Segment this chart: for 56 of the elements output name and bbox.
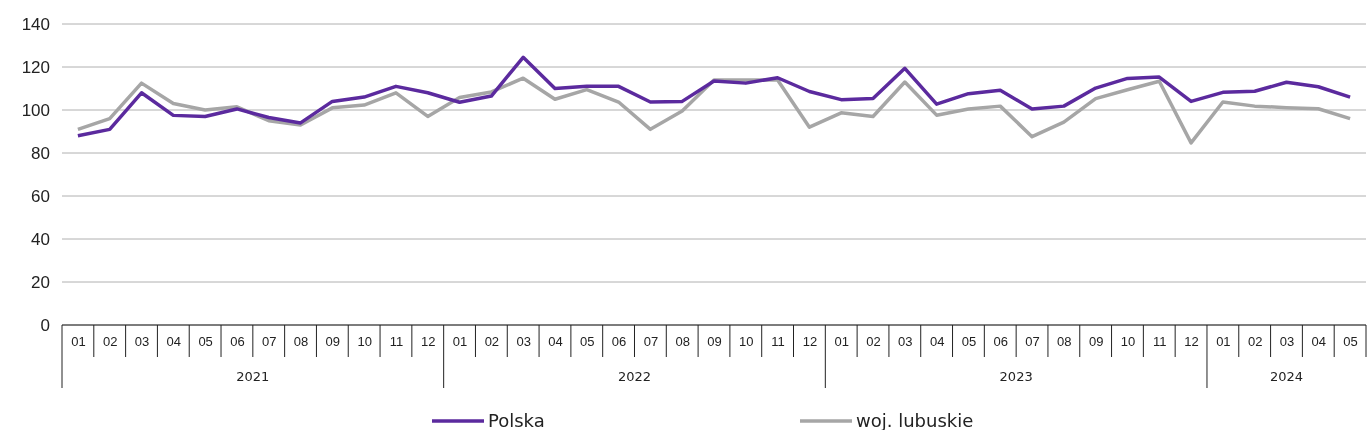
x-tick-label: 09	[325, 334, 341, 350]
legend-label: Polska	[488, 410, 545, 430]
x-tick-label: 10	[357, 334, 372, 350]
x-tick-label: 09	[707, 334, 722, 350]
y-tick-label: 0	[40, 315, 50, 335]
text: 2022	[617, 369, 652, 384]
x-tick-label: 07	[1025, 334, 1040, 350]
x-tick-label: 05	[198, 334, 213, 350]
y-tick-label: 100	[21, 100, 50, 120]
x-tick-label: 04	[166, 334, 182, 350]
x-tick-label: 01	[71, 334, 86, 350]
line-series	[76, 55, 1352, 138]
x-tick-label: 10	[1120, 334, 1136, 350]
x-tick-label: 04	[1311, 334, 1327, 350]
x-tick-label: 03	[134, 334, 150, 350]
x-tick-label: 01	[834, 334, 849, 350]
y-tick-label: 60	[31, 186, 50, 206]
text: 2024	[1269, 369, 1304, 384]
legend-label: woj. lubuskie	[856, 410, 974, 430]
x-tick-label: 07	[262, 334, 277, 350]
text: 2021	[236, 369, 270, 384]
x-tick-label: 06	[611, 334, 627, 350]
y-tick-label: 40	[31, 229, 50, 249]
x-tick-label: 11	[771, 334, 785, 350]
x-tick-label: 05	[580, 334, 595, 350]
x-tick-label: 10	[739, 334, 754, 350]
x-tick-label: 08	[293, 334, 309, 350]
x-tick-label: 06	[230, 334, 245, 350]
x-tick-label: 12	[802, 334, 818, 350]
x-tick-label: 08	[1057, 334, 1072, 350]
text: 2023	[999, 369, 1033, 384]
y-tick-label: 80	[31, 143, 50, 163]
x-tick-label: 04	[548, 334, 563, 350]
x-tick-label: 02	[484, 334, 500, 350]
x-tick-label: 01	[1216, 334, 1231, 350]
x-tick-label: 03	[1279, 334, 1295, 350]
x-tick-label: 05	[1343, 334, 1358, 350]
x-tick-label: 12	[421, 334, 436, 350]
y-tick-label: 120	[21, 57, 50, 77]
x-tick-label: 02	[102, 334, 118, 350]
x-tick-label: 06	[993, 334, 1008, 350]
x-tick-label: 02	[1247, 334, 1263, 350]
x-tick-label: 07	[643, 334, 659, 350]
x-tick-label: 01	[452, 334, 468, 350]
x-tick-label: 12	[1184, 334, 1199, 350]
x-tick-label: 05	[961, 334, 977, 350]
x-tick-label: 04	[929, 334, 945, 350]
x-tick-label: 03	[516, 334, 531, 350]
y-tick-label: 20	[31, 272, 50, 292]
x-tick-label: 03	[898, 334, 913, 350]
x-tick-label: 09	[1088, 334, 1104, 350]
x-tick-label: 02	[866, 334, 881, 350]
x-tick-label: 11	[1153, 334, 1167, 350]
x-tick-label: 11	[389, 334, 404, 350]
y-tick-label: 140	[21, 14, 50, 34]
x-tick-label: 08	[675, 334, 690, 350]
